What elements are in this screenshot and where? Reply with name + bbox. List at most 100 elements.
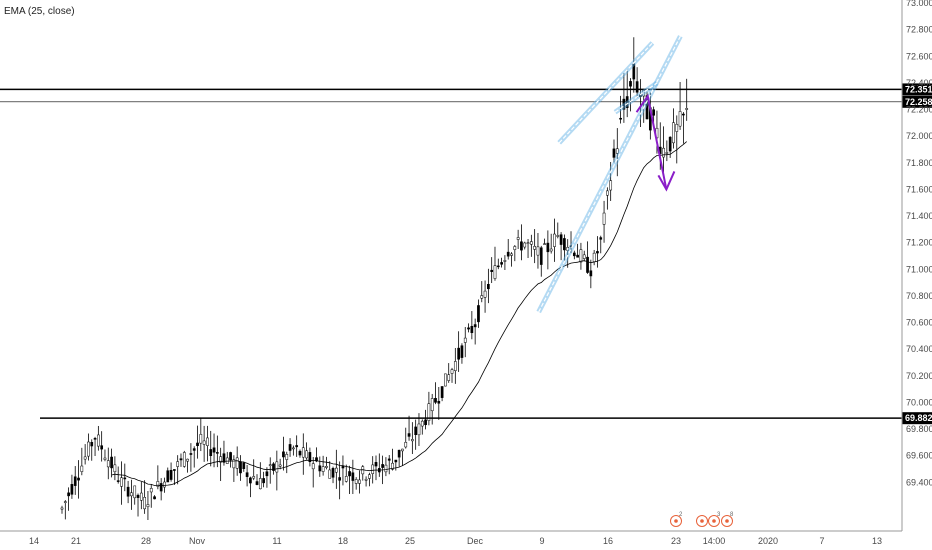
event-marker-dot <box>712 519 716 523</box>
time-tick-label: 2020 <box>758 536 778 546</box>
candle-body <box>553 233 556 247</box>
channel-line <box>614 82 658 113</box>
candle-body <box>301 447 305 458</box>
candle-body <box>242 462 246 469</box>
candle-body <box>589 270 593 277</box>
candle-body <box>315 457 318 462</box>
candle-body <box>368 474 371 479</box>
event-marker-dot <box>700 519 704 523</box>
candle-body <box>338 477 341 481</box>
candle-body <box>222 453 226 463</box>
candle-body <box>440 386 444 398</box>
time-tick-label: 16 <box>603 536 613 546</box>
candle-body <box>444 373 447 387</box>
candle-body <box>510 253 513 256</box>
candle-body <box>179 458 183 461</box>
candle-body <box>103 457 107 460</box>
candle-body <box>543 243 546 245</box>
candle-body <box>477 305 480 323</box>
candle-body <box>110 456 113 469</box>
candle-body <box>609 180 613 191</box>
candle-body <box>427 403 431 421</box>
price-tick-label: 72.800 <box>906 25 932 35</box>
candle-body <box>305 450 308 459</box>
price-tick-label: 72.600 <box>906 51 932 61</box>
candle-body <box>262 478 265 484</box>
time-tick-label: 14:00 <box>703 536 726 546</box>
price-tag <box>902 83 932 96</box>
candle-body <box>453 361 457 371</box>
candle-body <box>136 494 140 498</box>
time-tick-label: 18 <box>338 536 348 546</box>
time-tick-label: 7 <box>819 536 824 546</box>
candle-body <box>100 445 104 450</box>
candle-body <box>480 295 484 299</box>
time-tick-label: 23 <box>671 536 681 546</box>
candle-body <box>493 265 497 279</box>
candle-body <box>520 241 523 251</box>
candle-body <box>113 464 117 473</box>
candle-body <box>374 462 378 467</box>
candle-body <box>215 452 219 454</box>
channel-line <box>538 36 681 313</box>
candle-body <box>275 461 279 473</box>
candle-body <box>397 449 401 458</box>
candle-body <box>126 486 130 497</box>
candle-body <box>404 442 408 448</box>
candle-body <box>298 450 302 456</box>
candle-body <box>615 148 619 154</box>
candle-body <box>192 448 196 451</box>
candle-body <box>149 488 153 493</box>
candle-body <box>348 471 351 477</box>
candle-body <box>77 477 80 481</box>
candle-body <box>139 492 143 501</box>
candle-body <box>116 480 120 482</box>
candle-body <box>457 347 460 360</box>
price-tick-label: 70.800 <box>906 291 932 301</box>
candle-body <box>282 451 285 458</box>
candle-body <box>394 459 398 463</box>
price-tick-label: 70.400 <box>906 344 932 354</box>
candle-body <box>351 472 355 481</box>
arrow-path <box>635 93 668 190</box>
candle-body <box>592 252 596 262</box>
candle-body <box>70 484 74 495</box>
candles-layer <box>60 37 689 521</box>
time-tick-label: 9 <box>539 536 544 546</box>
candle-body <box>430 398 434 412</box>
candle-body <box>434 398 437 403</box>
time-tick-label: Dec <box>467 536 484 546</box>
candle-body <box>60 507 64 510</box>
time-tick-label: 11 <box>272 536 281 546</box>
candle-body <box>407 433 411 437</box>
candle-body <box>539 247 543 265</box>
price-tick-label: 72.400 <box>906 78 932 88</box>
price-tick-label: 69.800 <box>906 424 932 434</box>
candle-body <box>182 452 186 467</box>
candle-body <box>500 262 503 265</box>
candle-body <box>295 445 299 448</box>
candle-body <box>83 456 87 460</box>
candle-body <box>186 458 189 462</box>
price-tick-label: 71.600 <box>906 184 932 194</box>
candle-body <box>371 464 375 474</box>
candle-body <box>678 111 682 127</box>
candle-body <box>563 238 566 251</box>
candle-body <box>401 448 404 452</box>
candle-body <box>272 463 275 471</box>
candle-body <box>325 466 328 468</box>
candle-body <box>668 136 672 152</box>
event-marker-count: 3 <box>717 512 721 518</box>
candle-body <box>123 477 127 480</box>
candle-body <box>460 345 464 358</box>
candle-body <box>202 440 206 445</box>
candle-body <box>572 252 576 257</box>
candle-body <box>596 251 599 254</box>
candle-body <box>602 212 606 225</box>
candle-body <box>675 123 679 132</box>
candle-body <box>361 466 365 475</box>
candle-body <box>682 113 685 116</box>
event-marker-count: 8 <box>730 512 734 518</box>
candle-body <box>159 483 163 492</box>
